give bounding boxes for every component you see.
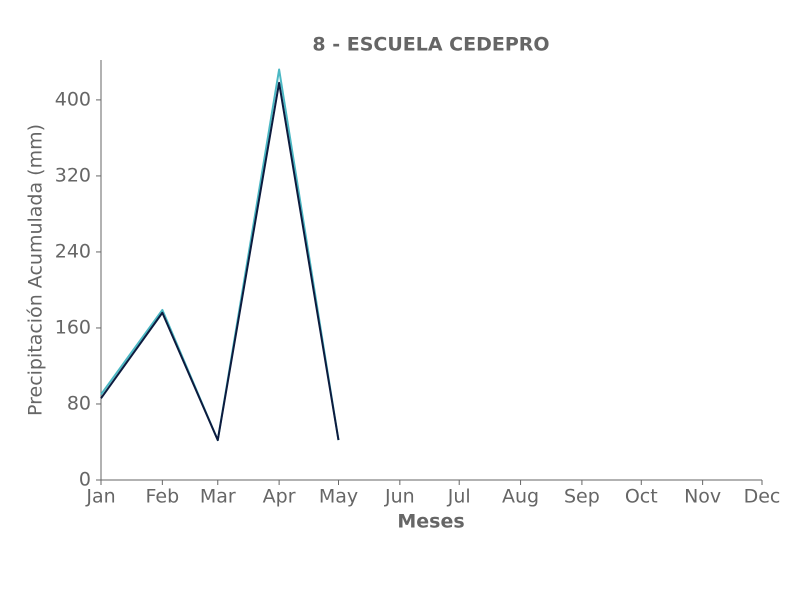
x-tick-label: Jun — [384, 486, 415, 508]
y-tick-label: 240 — [55, 240, 91, 262]
x-tick-label: Mar — [200, 486, 236, 508]
x-tick-label: Feb — [146, 486, 180, 508]
x-tick-label: Sep — [564, 486, 600, 508]
x-tick-label: Nov — [684, 486, 721, 508]
x-tick-label: Jul — [447, 486, 471, 508]
x-tick-label: May — [319, 486, 358, 508]
y-tick-label: 160 — [55, 316, 91, 338]
x-tick-label: Oct — [625, 486, 658, 508]
y-tick-label: 400 — [55, 88, 91, 110]
y-tick-label: 320 — [55, 164, 91, 186]
series-line — [100, 68, 340, 442]
y-axis-label: Precipitación Acumulada (mm) — [25, 124, 47, 416]
x-tick-label: Apr — [263, 486, 296, 508]
chart-title: 8 - ESCUELA CEDEPRO — [312, 34, 549, 56]
x-axis-label: Meses — [397, 511, 464, 533]
x-tick-label: Dec — [744, 486, 781, 508]
x-tick-label: Aug — [502, 486, 539, 508]
y-tick-label: 80 — [67, 392, 91, 414]
y-tick-label: 0 — [79, 469, 91, 491]
series-line — [100, 81, 340, 442]
x-tick-label: Jan — [85, 486, 115, 508]
